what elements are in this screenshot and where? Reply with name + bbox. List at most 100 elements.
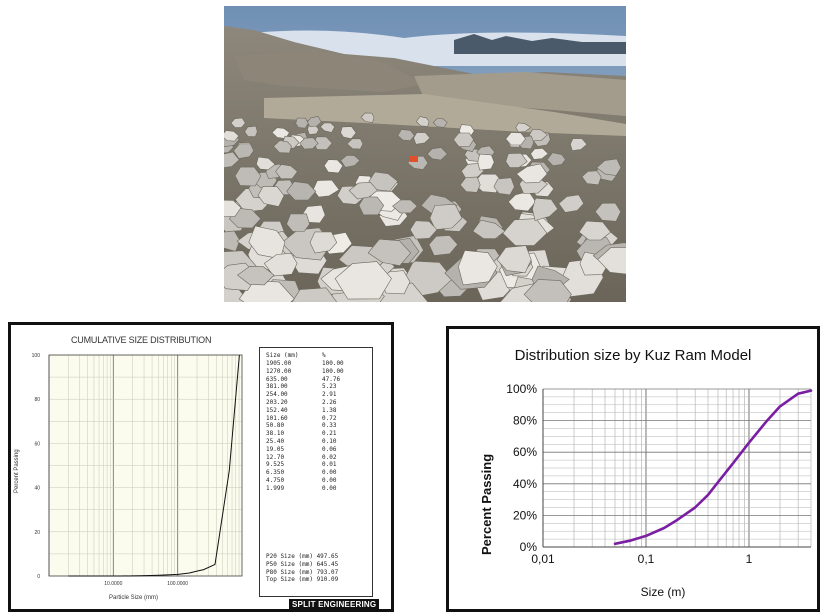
rock-shape <box>263 252 298 277</box>
rock-shape <box>515 122 532 133</box>
table-header-percent: % <box>322 352 326 359</box>
y-tick-label: 20% <box>513 508 537 522</box>
x-tick-label: 0,1 <box>638 552 655 566</box>
rock-shape <box>459 176 481 193</box>
kuz-ram-series-line <box>613 389 813 546</box>
rock-shape <box>428 235 459 256</box>
x-tick-label: 0,01 <box>531 552 555 566</box>
rock-shape <box>224 130 240 142</box>
table-cell-percent: 0.21 <box>322 430 337 438</box>
rock-shape <box>505 132 526 146</box>
table-cell-size: 152.40 <box>266 406 288 414</box>
x-tick-label: 100.0000 <box>167 581 188 587</box>
rock-shape <box>426 147 448 161</box>
rock-shape <box>597 247 626 275</box>
y-tick-label: 100% <box>506 382 537 396</box>
rock-shape <box>409 220 438 240</box>
table-cell-percent: 0.10 <box>322 437 337 445</box>
rock-shape <box>224 199 242 218</box>
rock-shape <box>368 171 399 192</box>
percentile-summary: P20 Size (mm) 497.65 <box>266 553 339 560</box>
rock-shape <box>348 181 378 200</box>
rock-shape <box>286 213 310 232</box>
y-tick-label: 80% <box>513 414 537 428</box>
table-cell-percent: 0.00 <box>322 484 337 492</box>
table-cell-percent: 2.26 <box>322 398 337 406</box>
rock-shape <box>570 138 588 152</box>
table-cell-percent: 0.33 <box>322 422 337 430</box>
rock-shape <box>528 128 548 142</box>
rock-shape <box>532 197 559 221</box>
rock-shape <box>340 126 357 140</box>
rock-shape <box>346 138 364 150</box>
series-line <box>68 354 240 577</box>
table-cell-percent: 1.38 <box>322 406 337 414</box>
x-axis-label: Particle Size (mm) <box>109 595 159 601</box>
kuz-ram-chart-panel: Distribution size by Kuz Ram Model 0% 20%… <box>446 326 820 612</box>
rock-shape <box>397 129 415 142</box>
rock-shape <box>286 181 317 201</box>
table-cell-percent: 0.00 <box>322 476 337 484</box>
percentile-summary: Top Size (mm) 910.09 <box>266 576 339 584</box>
table-cell-percent: 2.91 <box>322 391 337 399</box>
y-tick-label: 0 <box>37 574 40 580</box>
rock-shape <box>238 280 295 302</box>
rock-shape <box>477 153 495 171</box>
table-cell-percent: 0.06 <box>322 445 337 453</box>
table-cell-percent: 5.23 <box>322 383 337 391</box>
rock-shape <box>578 220 612 241</box>
y-axis-label: Percent Passing <box>14 449 20 493</box>
table-cell-size: 4.750 <box>266 476 285 484</box>
y-tick-label: 40 <box>34 486 40 492</box>
rock-shape <box>530 147 549 160</box>
table-cell-size: 50.80 <box>266 422 285 430</box>
y-tick-label: 60 <box>34 441 40 447</box>
rock-shape <box>432 118 448 128</box>
rock-shape <box>581 170 602 186</box>
chart-title: Distribution size by Kuz Ram Model <box>514 347 752 364</box>
x-tick-label: 1 <box>746 552 753 566</box>
percentile-summary: P50 Size (mm) 645.45 <box>266 560 339 568</box>
table-cell-size: 1905.00 <box>266 360 292 367</box>
y-tick-label: 40% <box>513 477 537 491</box>
y-tick-label: 60% <box>513 445 537 459</box>
table-cell-percent: 0.01 <box>322 461 337 469</box>
table-cell-percent: 47.76 <box>322 375 341 383</box>
rock-shape <box>323 159 344 174</box>
rock-shape <box>319 122 336 133</box>
table-cell-size: 101.60 <box>266 414 288 422</box>
table-cell-size: 19.05 <box>266 445 285 453</box>
rock-shape <box>416 116 430 127</box>
rock-shape <box>558 194 585 213</box>
table-cell-size: 1270.00 <box>266 367 292 375</box>
quarry-rock-pile-photo <box>224 6 626 302</box>
x-axis-label: Size (m) <box>640 585 686 599</box>
rock-shape <box>234 166 262 187</box>
table-cell-percent: 0.02 <box>322 453 337 461</box>
rock-shape <box>230 117 246 128</box>
y-axis-label: Percent Passing <box>479 453 494 555</box>
table-cell-percent: 100.00 <box>322 367 344 375</box>
size-distribution-table: Size (mm) % 1905.00 1270.00 635.00 381.00 25… <box>259 347 373 597</box>
rock-shape <box>309 231 338 254</box>
rock-shape <box>233 143 255 159</box>
rock-shape <box>596 158 622 176</box>
rock-shape <box>546 152 566 167</box>
rock-shape <box>472 219 506 240</box>
rock-shape <box>273 140 292 154</box>
x-tick-label: 10.0000 <box>104 581 122 587</box>
rock-shape <box>358 196 385 216</box>
table-cell-size: 1.999 <box>266 484 285 492</box>
table-cell-size: 25.40 <box>266 437 285 445</box>
rock-shape <box>496 245 532 274</box>
rock-shape <box>340 154 361 168</box>
y-tick-label: 100 <box>32 353 41 359</box>
y-tick-label: 20 <box>34 530 40 536</box>
table-cell-size: 203.20 <box>266 398 288 406</box>
rock-shape <box>429 203 463 231</box>
table-cell-size: 6.350 <box>266 469 285 477</box>
percentile-summary: P80 Size (mm) 793.07 <box>266 568 339 576</box>
kuz-ram-plot: 0% 20% 40% 60% 80% 100% 0,01 0,1 1 <box>506 382 813 566</box>
rock-shape <box>493 177 515 196</box>
rock-shape <box>244 125 258 138</box>
